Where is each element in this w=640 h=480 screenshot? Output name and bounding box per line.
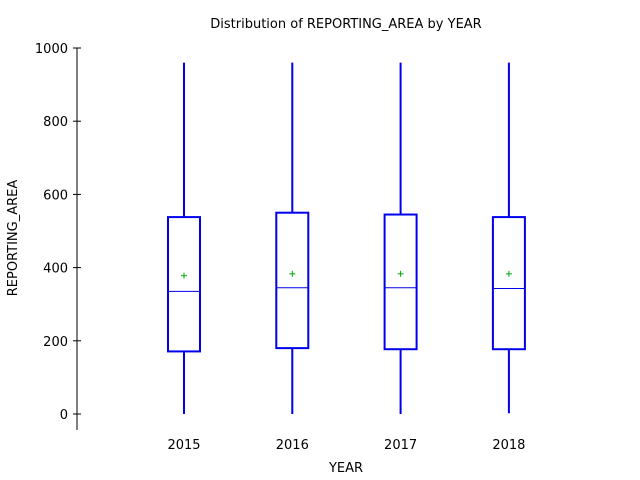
chart-title: Distribution of REPORTING_AREA by YEAR	[210, 17, 481, 32]
y-tick-label: 600	[43, 188, 68, 203]
y-tick-label: 800	[43, 115, 68, 130]
y-tick-label: 0	[60, 408, 68, 423]
box-iqr	[383, 213, 418, 351]
x-tick-label: 2018	[492, 438, 525, 453]
box-2016	[275, 62, 310, 414]
box-2017	[383, 62, 418, 414]
x-axis: 2015 2016 2017 2018	[167, 438, 525, 453]
box-series	[167, 62, 526, 414]
x-tick-label: 2016	[276, 438, 309, 453]
y-tick-label: 400	[43, 262, 68, 277]
x-axis-label: YEAR	[328, 461, 363, 476]
box-iqr	[167, 216, 201, 353]
box-iqr	[275, 211, 310, 350]
x-tick-label: 2015	[167, 438, 200, 453]
box-2018	[491, 62, 526, 414]
y-axis-label: REPORTING_AREA	[6, 180, 21, 297]
y-tick-label: 200	[43, 335, 68, 350]
box-iqr	[491, 216, 526, 351]
x-tick-label: 2017	[384, 438, 417, 453]
box-2015	[167, 62, 201, 414]
y-axis: 0 200 400 600 800 1000	[35, 42, 81, 430]
y-tick-label: 1000	[35, 42, 68, 57]
